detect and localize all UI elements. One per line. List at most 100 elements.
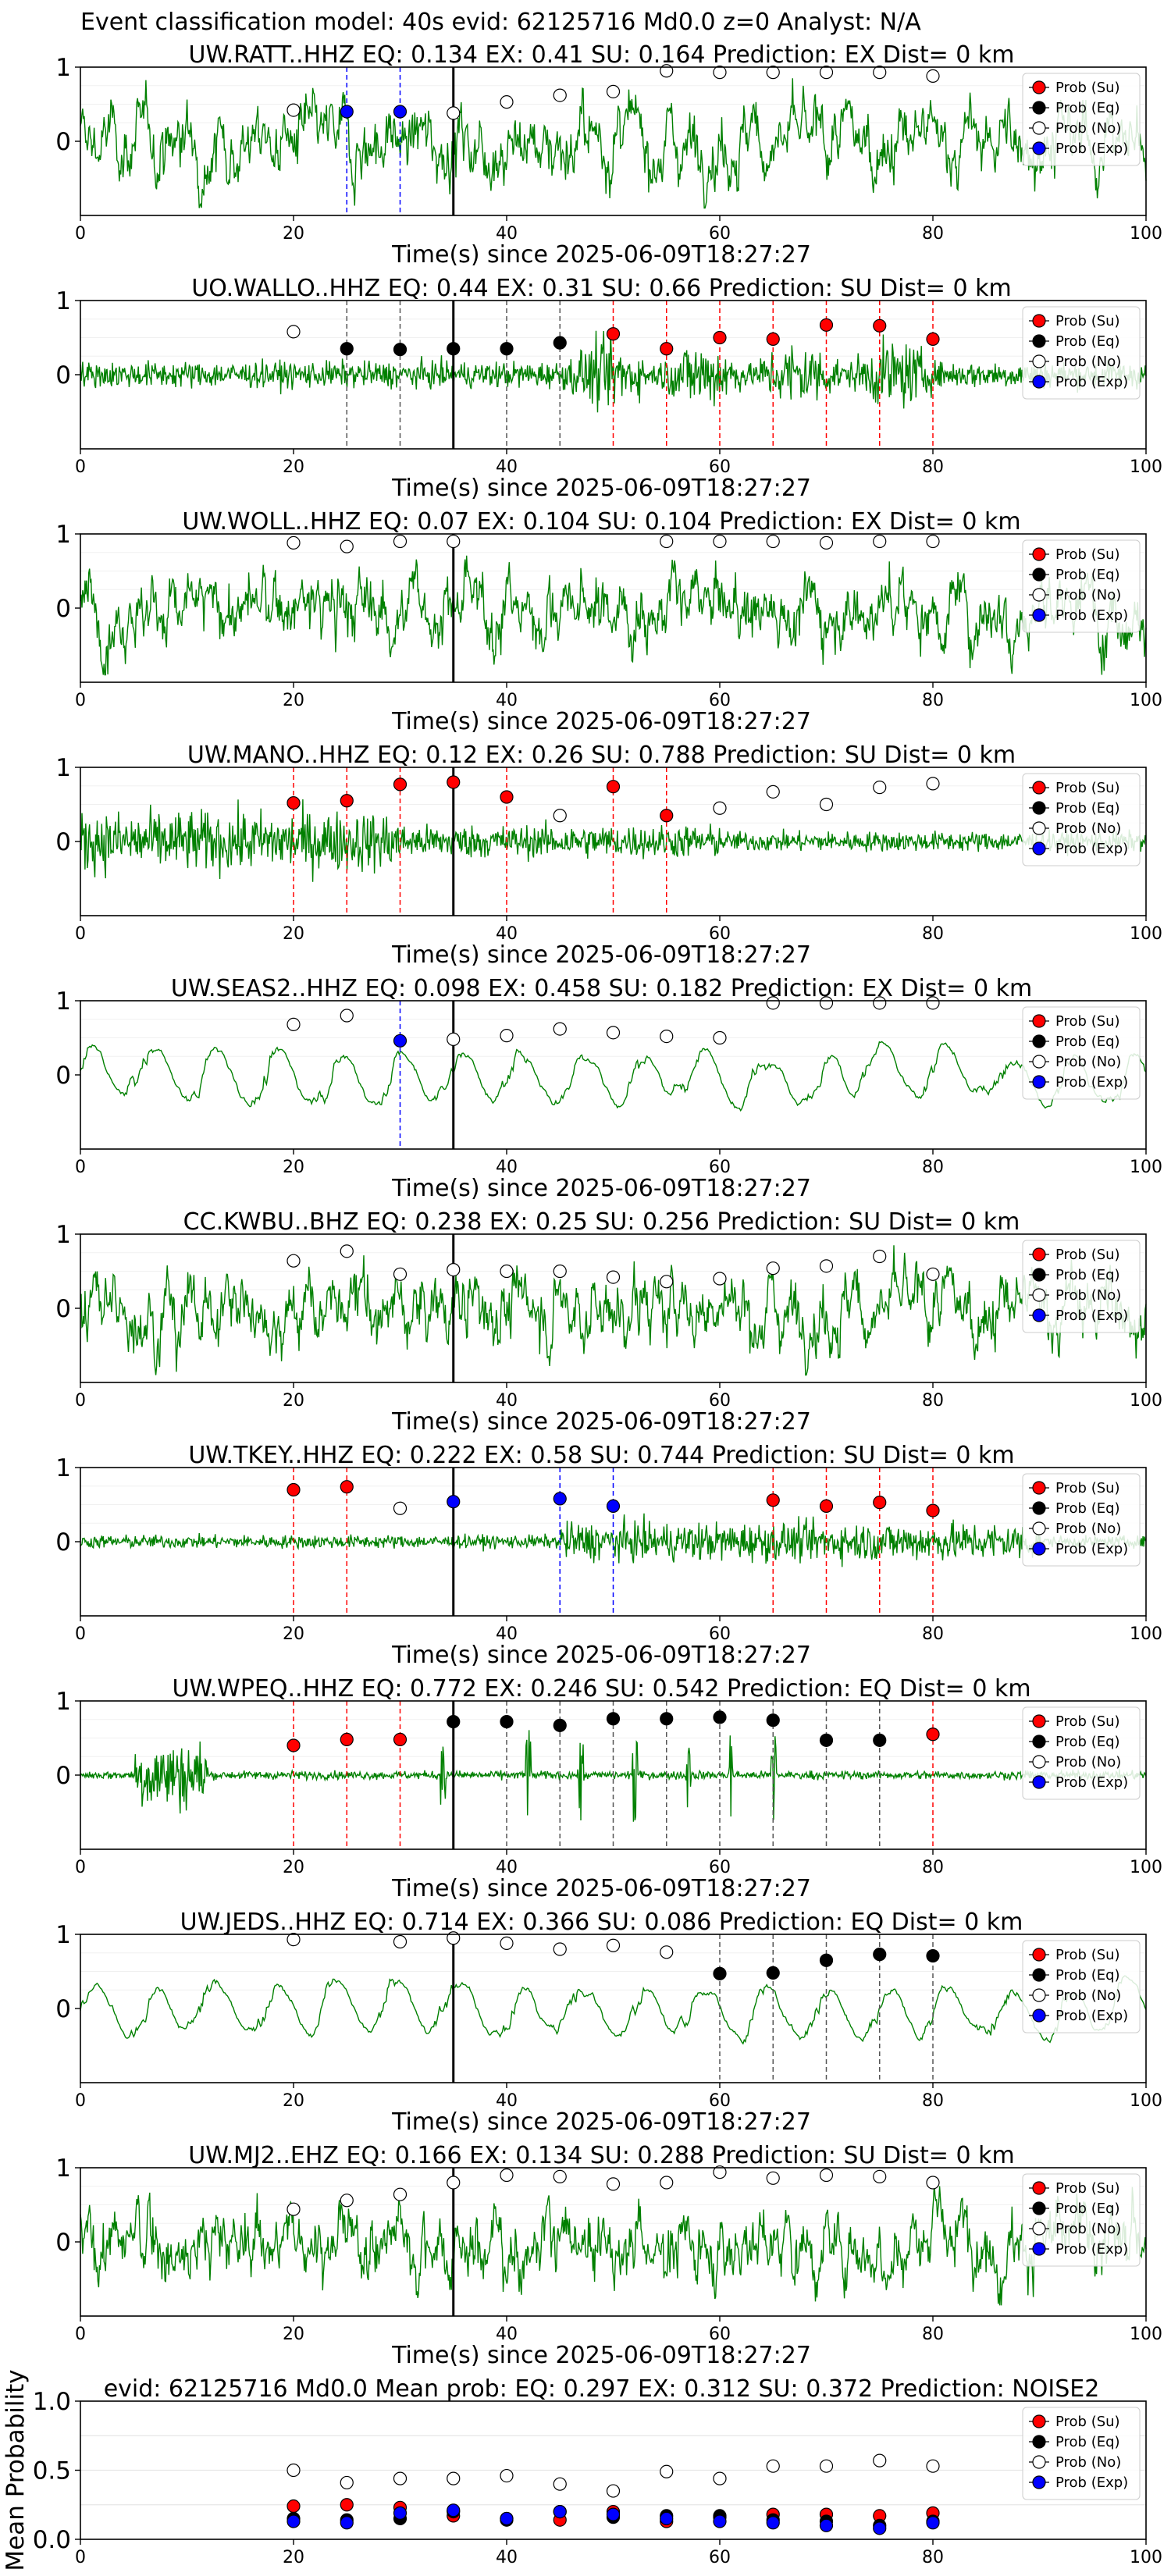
prob-point-exp: [500, 2511, 514, 2526]
prob-point-exp: [447, 2503, 461, 2517]
legend-marker: [1032, 781, 1046, 795]
prob-point-no: [287, 1933, 301, 1947]
prob-point-no: [393, 2187, 408, 2201]
legend-label: Prob (Exp): [1055, 2241, 1128, 2258]
prob-point-exp: [819, 2518, 834, 2532]
panel-title: UW.WPEQ..HHZ EQ: 0.772 EX: 0.246 SU: 0.5…: [172, 1675, 1030, 1703]
x-tick-label: 0: [75, 924, 86, 944]
prob-point-exp: [393, 2506, 408, 2520]
prob-point-no: [553, 1264, 567, 1279]
prob-point-no: [553, 809, 567, 823]
legend-marker: [1032, 1714, 1046, 1728]
legend-marker: [1032, 608, 1046, 622]
prob-point-no: [606, 1938, 621, 1952]
legend-label: Prob (No): [1055, 1054, 1121, 1070]
prob-point-exp: [606, 2507, 621, 2521]
prob-point-eq: [819, 1953, 834, 1967]
y-tick-label: 1: [55, 1921, 71, 1949]
prob-point-no: [926, 777, 940, 791]
y-tick-label: 1: [55, 521, 71, 549]
panel-title: CC.KWBU..BHZ EQ: 0.238 EX: 0.25 SU: 0.25…: [183, 1208, 1020, 1236]
waveform-trace: [80, 78, 1147, 209]
prob-point-no: [926, 69, 940, 84]
prob-point-eq: [713, 1966, 727, 1980]
legend-label: Prob (Eq): [1055, 800, 1120, 817]
prob-point-su: [287, 1482, 301, 1497]
legend-marker: [1032, 1735, 1046, 1749]
axes-frame: [80, 1934, 1147, 2083]
prob-point-no: [926, 534, 940, 549]
legend-marker: [1032, 375, 1046, 389]
prob-point-no: [766, 785, 780, 799]
prob-point-no: [393, 1267, 408, 1281]
legend-label: Prob (No): [1055, 354, 1121, 370]
x-tick-label: 100: [1130, 924, 1162, 944]
panel-6: 0 20 40 60 80 100 1 0 CC.KWBU..BHZ EQ: 0.238 EX:…: [55, 1208, 1162, 1436]
legend-marker: [1032, 1308, 1046, 1322]
prob-point-no: [660, 534, 674, 549]
x-tick-label: 0: [75, 1158, 86, 1177]
legend-label: Prob (Su): [1055, 546, 1120, 563]
legend-marker: [1032, 101, 1046, 115]
prob-point-no: [447, 106, 461, 120]
prob-point-no: [766, 66, 780, 80]
prob-point-eq: [447, 1715, 461, 1729]
x-tick-label: 80: [922, 224, 944, 244]
legend-label: Prob (Eq): [1055, 567, 1120, 583]
legend-box: [1022, 1240, 1141, 1333]
prob-point-su: [606, 780, 621, 794]
x-axis-label: Time(s) since 2025-06-09T18:27:27: [391, 475, 811, 502]
legend-label: Prob (Exp): [1055, 374, 1128, 390]
legend-label: Prob (Eq): [1055, 1500, 1120, 1517]
legend-label: Prob (No): [1055, 1987, 1121, 2004]
x-tick-label: 20: [283, 2548, 304, 2567]
prob-point-no: [873, 2169, 887, 2183]
prob-point-no: [287, 325, 301, 339]
legend: Prob (Su) Prob (Eq) Prob (No) Prob (Exp): [1022, 2407, 1141, 2500]
x-tick-label: 80: [922, 457, 944, 477]
prob-point-no: [287, 103, 301, 117]
x-tick-label: 40: [496, 1858, 518, 1877]
prob-point-no: [606, 84, 621, 98]
prob-point-exp: [340, 2516, 354, 2530]
legend-label: Prob (Eq): [1055, 100, 1120, 116]
prob-point-eq: [819, 1733, 834, 1747]
prob-point-su: [660, 342, 674, 356]
prob-point-no: [287, 2463, 301, 2478]
prob-point-no: [447, 2176, 461, 2190]
prob-point-no: [713, 1272, 727, 1286]
legend-marker: [1032, 2222, 1046, 2236]
legend-marker: [1032, 2181, 1046, 2195]
x-tick-label: 0: [75, 457, 86, 477]
y-tick-label: 1.0: [33, 2388, 71, 2416]
prob-point-no: [660, 1029, 674, 1044]
x-tick-label: 100: [1130, 457, 1162, 477]
panel-7: 0 20 40 60 80 100 1 0 UW.TKEY..HHZ EQ: 0.222 EX:…: [55, 1442, 1162, 1669]
legend-marker: [1032, 1288, 1046, 1302]
legend-marker: [1032, 1988, 1046, 2002]
prob-point-no: [606, 1270, 621, 1284]
prob-point-no: [553, 2169, 567, 2183]
x-tick-label: 0: [75, 691, 86, 710]
y-axis-label: Mean Probability: [2, 2369, 30, 2571]
x-tick-label: 40: [496, 1158, 518, 1177]
x-tick-label: 100: [1130, 2548, 1162, 2567]
panel-2: 0 20 40 60 80 100 1 0 UO.WALLO..HHZ EQ: 0.44 EX:…: [55, 275, 1162, 502]
x-axis-label: Time(s) since 2025-06-09T18:27:27: [391, 241, 811, 269]
legend-label: Prob (Eq): [1055, 1034, 1120, 1050]
legend-marker: [1032, 121, 1046, 135]
legend-label: Prob (No): [1055, 1521, 1121, 1537]
legend-label: Prob (No): [1055, 2221, 1121, 2237]
legend-box: [1022, 773, 1141, 866]
x-axis-label: Time(s) since 2025-06-09T18:27:27: [391, 1642, 811, 1669]
legend: Prob (Su) Prob (Eq) Prob (No) Prob (Exp): [1022, 1240, 1141, 1333]
x-tick-label: 20: [283, 2091, 304, 2111]
prob-point-no: [819, 996, 834, 1010]
legend-label: Prob (Exp): [1055, 2008, 1128, 2024]
panel-9: 0 20 40 60 80 100 1 0 UW.JEDS..HHZ EQ: 0.714 EX:…: [55, 1909, 1162, 2136]
y-tick-label: 1: [55, 987, 71, 1016]
x-tick-label: 0: [75, 2091, 86, 2111]
waveform-trace: [80, 1975, 1147, 2045]
panel-3: 0 20 40 60 80 100 1 0 UW.WOLL..HHZ EQ: 0.07 EX: …: [55, 508, 1162, 735]
